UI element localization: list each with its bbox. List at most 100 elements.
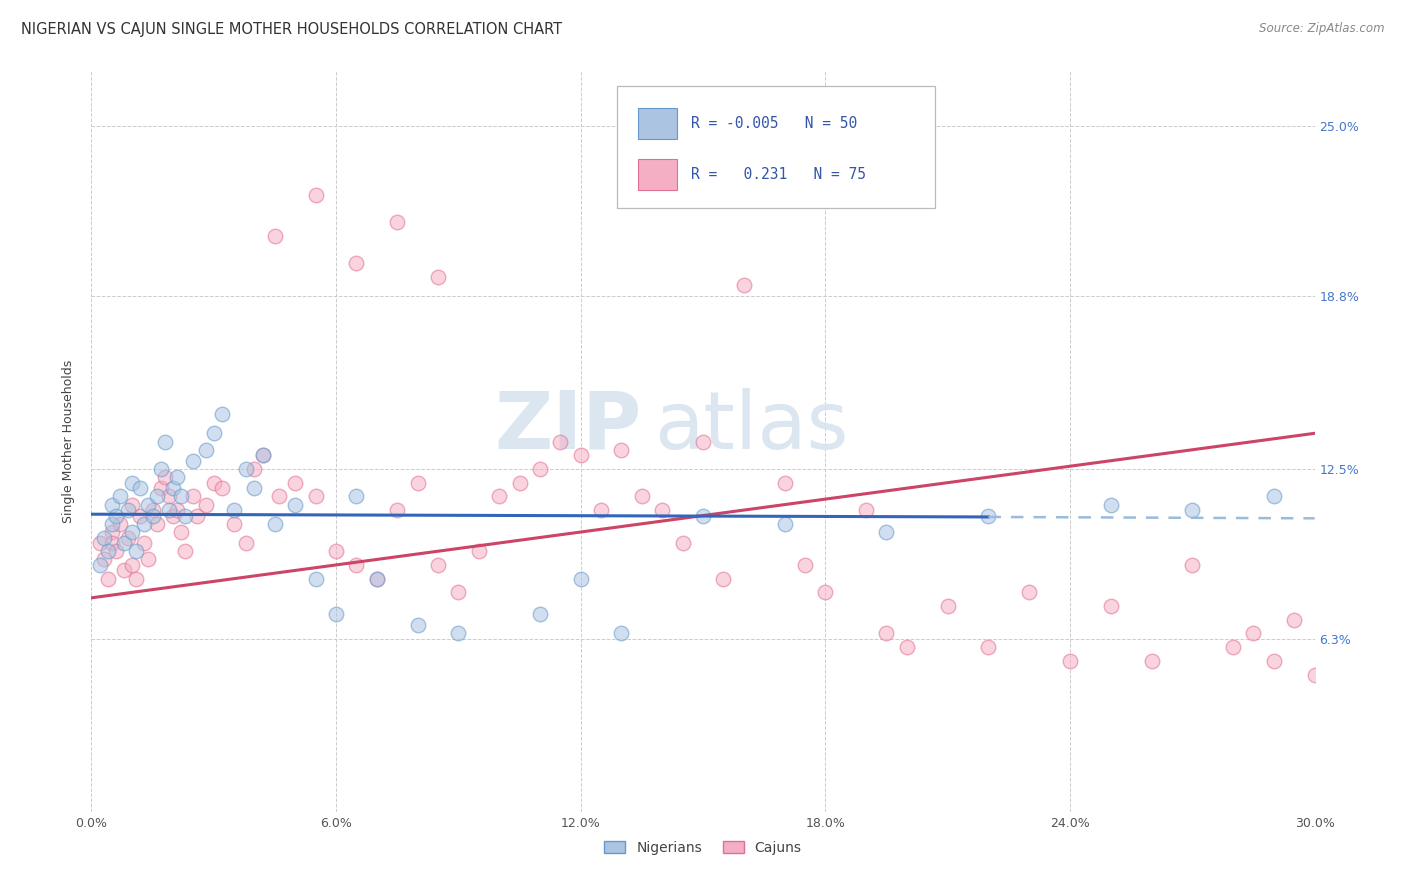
- Point: [194, 442, 217, 457]
- Point: [672, 536, 695, 550]
- Point: [183, 454, 205, 468]
- Point: [427, 270, 450, 285]
- Point: [235, 536, 257, 550]
- Point: [153, 434, 176, 449]
- Point: [121, 475, 143, 490]
- Point: [101, 524, 124, 539]
- Point: [284, 498, 307, 512]
- Point: [346, 256, 368, 270]
- Point: [162, 481, 184, 495]
- Text: R =   0.231   N = 75: R = 0.231 N = 75: [690, 167, 866, 182]
- Point: [1099, 498, 1122, 512]
- Point: [936, 599, 959, 613]
- Point: [243, 481, 266, 495]
- Point: [773, 475, 796, 490]
- Point: [692, 434, 714, 449]
- Point: [447, 626, 470, 640]
- Point: [529, 607, 551, 622]
- Point: [529, 462, 551, 476]
- Point: [202, 475, 225, 490]
- Point: [252, 448, 274, 462]
- Point: [366, 572, 388, 586]
- Point: [129, 508, 152, 523]
- Point: [1099, 599, 1122, 613]
- Point: [1018, 585, 1040, 599]
- Point: [284, 475, 307, 490]
- FancyBboxPatch shape: [617, 87, 935, 209]
- Point: [896, 640, 918, 655]
- Bar: [638, 109, 678, 139]
- Point: [1284, 613, 1306, 627]
- Point: [112, 536, 135, 550]
- Point: [304, 572, 326, 586]
- Point: [97, 572, 120, 586]
- Point: [304, 489, 326, 503]
- Y-axis label: Single Mother Households: Single Mother Households: [62, 359, 76, 524]
- Point: [346, 489, 368, 503]
- Point: [346, 558, 368, 572]
- Point: [427, 558, 450, 572]
- Point: [211, 481, 233, 495]
- Point: [1222, 640, 1244, 655]
- Point: [1140, 654, 1163, 668]
- Point: [1059, 654, 1081, 668]
- Point: [121, 524, 143, 539]
- Point: [264, 228, 287, 243]
- Point: [117, 503, 139, 517]
- Point: [108, 489, 131, 503]
- Point: [141, 503, 163, 517]
- Point: [170, 489, 193, 503]
- Point: [186, 508, 208, 523]
- Point: [138, 552, 160, 566]
- Point: [875, 524, 898, 539]
- Point: [385, 215, 409, 229]
- Point: [134, 536, 156, 550]
- Point: [713, 572, 735, 586]
- Bar: [638, 159, 678, 190]
- Point: [1263, 489, 1285, 503]
- Point: [121, 558, 143, 572]
- Point: [89, 536, 111, 550]
- Point: [610, 626, 633, 640]
- Point: [194, 498, 217, 512]
- Point: [202, 426, 225, 441]
- Point: [183, 489, 205, 503]
- Point: [550, 434, 572, 449]
- Point: [141, 508, 163, 523]
- Point: [569, 448, 592, 462]
- Point: [125, 572, 148, 586]
- Point: [447, 585, 470, 599]
- Point: [509, 475, 531, 490]
- Point: [117, 531, 139, 545]
- Point: [977, 640, 1000, 655]
- Point: [1243, 626, 1265, 640]
- Point: [406, 475, 429, 490]
- Point: [252, 448, 274, 462]
- Point: [794, 558, 817, 572]
- Point: [101, 536, 124, 550]
- Point: [211, 407, 233, 421]
- Point: [89, 558, 111, 572]
- Point: [1181, 503, 1204, 517]
- Point: [610, 442, 633, 457]
- Point: [134, 516, 156, 531]
- Point: [104, 508, 127, 523]
- Point: [855, 503, 877, 517]
- Point: [104, 544, 127, 558]
- Point: [406, 618, 429, 632]
- Text: NIGERIAN VS CAJUN SINGLE MOTHER HOUSEHOLDS CORRELATION CHART: NIGERIAN VS CAJUN SINGLE MOTHER HOUSEHOL…: [21, 22, 562, 37]
- Text: ZIP: ZIP: [495, 388, 643, 466]
- Point: [138, 498, 160, 512]
- Point: [569, 572, 592, 586]
- Text: Source: ZipAtlas.com: Source: ZipAtlas.com: [1260, 22, 1385, 36]
- Point: [651, 503, 673, 517]
- Point: [157, 489, 180, 503]
- Point: [97, 544, 120, 558]
- Point: [222, 516, 246, 531]
- Point: [101, 498, 124, 512]
- Point: [166, 470, 188, 484]
- Point: [243, 462, 266, 476]
- Point: [157, 503, 180, 517]
- Point: [170, 524, 193, 539]
- Point: [385, 503, 409, 517]
